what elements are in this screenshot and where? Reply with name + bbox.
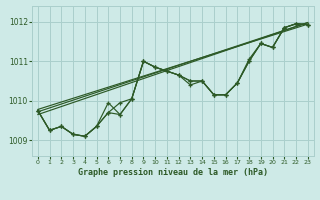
X-axis label: Graphe pression niveau de la mer (hPa): Graphe pression niveau de la mer (hPa) [78, 168, 268, 177]
